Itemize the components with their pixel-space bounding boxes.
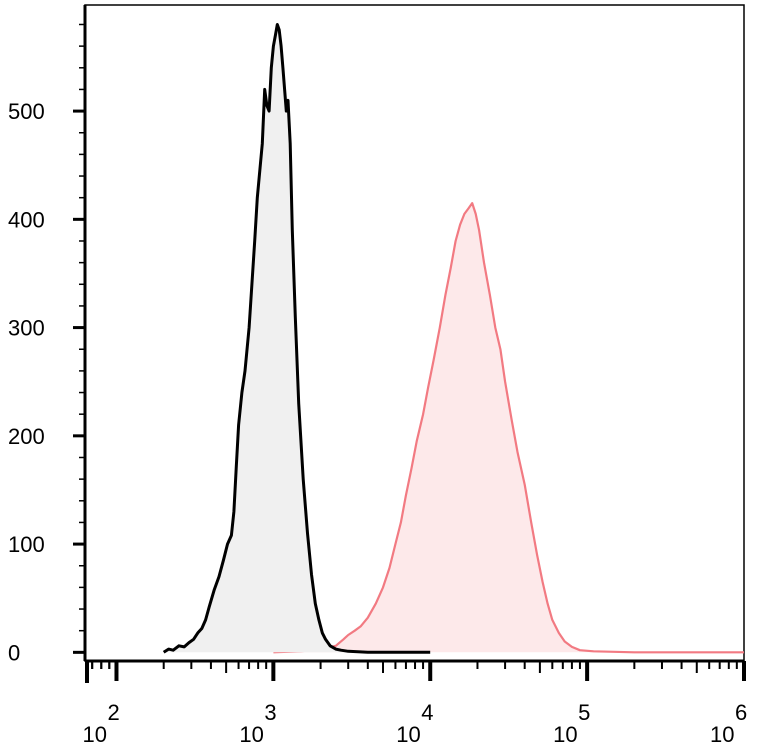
x-tick-label: 104: [396, 700, 433, 747]
y-tick-label: 500: [8, 99, 45, 124]
x-tick-label-base: 10: [553, 722, 577, 747]
x-tick-label: 103: [239, 700, 276, 747]
x-tick-label-exponent: 3: [264, 700, 276, 725]
x-tick-label-exponent: 6: [735, 700, 747, 725]
x-tick-label-base: 10: [710, 722, 734, 747]
y-tick-label: 400: [8, 207, 45, 232]
x-tick-label: 102: [82, 700, 119, 747]
x-tick-label: 106: [710, 700, 747, 747]
series-2-line: [273, 202, 744, 654]
y-axis-ticks: 0 100 200 300 400 500: [8, 23, 85, 665]
series-1-line: [162, 23, 431, 654]
x-tick-label-base: 10: [82, 722, 106, 747]
series-2-area: [273, 203, 744, 653]
series-layer: [162, 23, 744, 654]
series-1-area: [163, 24, 431, 653]
x-tick-label-base: 10: [239, 722, 263, 747]
x-tick-label: 105: [553, 700, 590, 747]
x-tick-label-exponent: 5: [578, 700, 590, 725]
y-tick-label: 200: [8, 424, 45, 449]
x-tick-label-base: 10: [396, 722, 420, 747]
x-tick-label-exponent: 2: [107, 700, 119, 725]
y-tick-label: 300: [8, 316, 45, 341]
y-tick-label: 0: [8, 640, 20, 665]
y-tick-label: 100: [8, 532, 45, 557]
x-tick-label-exponent: 4: [421, 700, 433, 725]
